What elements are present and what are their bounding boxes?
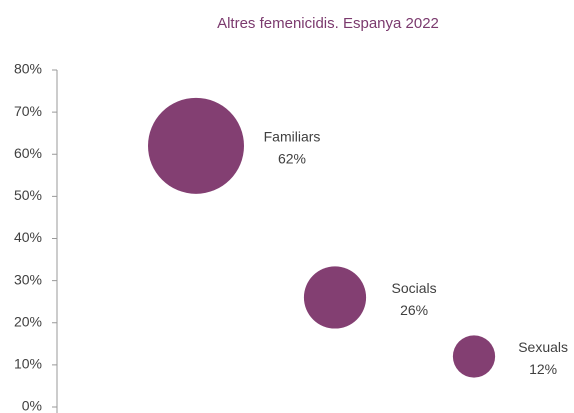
y-tick-label: 20% <box>14 313 42 329</box>
category-label: Sexuals <box>518 339 568 355</box>
category-label: Familiars <box>264 129 321 145</box>
chart-title: Altres femenicidis. Espanya 2022 <box>217 15 439 32</box>
y-tick-label: 80% <box>14 61 42 77</box>
value-label: 26% <box>400 302 428 318</box>
category-label: Socials <box>392 280 437 296</box>
y-tick-label: 50% <box>14 187 42 203</box>
value-label: 12% <box>529 361 557 377</box>
y-tick-label: 30% <box>14 271 42 287</box>
bubble <box>148 97 244 194</box>
value-label: 62% <box>278 151 306 167</box>
y-tick-label: 10% <box>14 356 42 372</box>
bubble <box>452 335 496 378</box>
y-tick-label: 70% <box>14 103 42 119</box>
bubble <box>303 266 367 329</box>
y-tick-label: 40% <box>14 229 42 245</box>
y-tick-label: 60% <box>14 145 42 161</box>
y-tick-label: 0% <box>22 398 42 413</box>
